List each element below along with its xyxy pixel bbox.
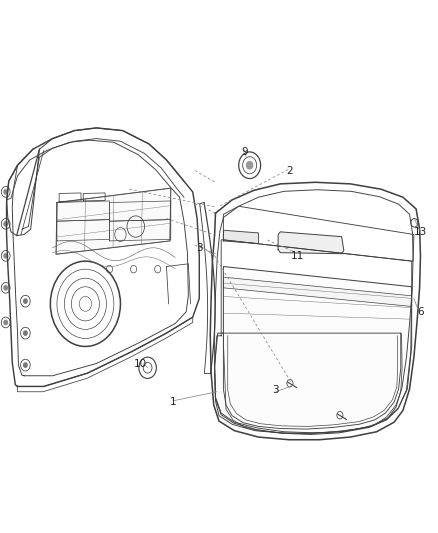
Text: 10: 10	[134, 359, 147, 368]
Text: 13: 13	[414, 227, 427, 237]
Circle shape	[4, 254, 7, 258]
Text: 1: 1	[170, 398, 177, 407]
Polygon shape	[215, 266, 412, 434]
Text: 2: 2	[286, 166, 293, 175]
Circle shape	[247, 161, 253, 169]
Circle shape	[24, 299, 27, 303]
Circle shape	[4, 222, 7, 226]
Text: 9: 9	[241, 147, 248, 157]
Polygon shape	[223, 277, 412, 306]
Text: 11: 11	[291, 251, 304, 261]
Polygon shape	[223, 230, 258, 244]
Circle shape	[24, 363, 27, 367]
Text: 6: 6	[417, 307, 424, 317]
Text: 3: 3	[196, 243, 203, 253]
Circle shape	[4, 320, 7, 325]
Polygon shape	[278, 232, 344, 254]
Circle shape	[24, 331, 27, 335]
Polygon shape	[56, 188, 171, 254]
Text: 3: 3	[272, 385, 279, 395]
Circle shape	[4, 190, 7, 194]
Circle shape	[4, 286, 7, 290]
